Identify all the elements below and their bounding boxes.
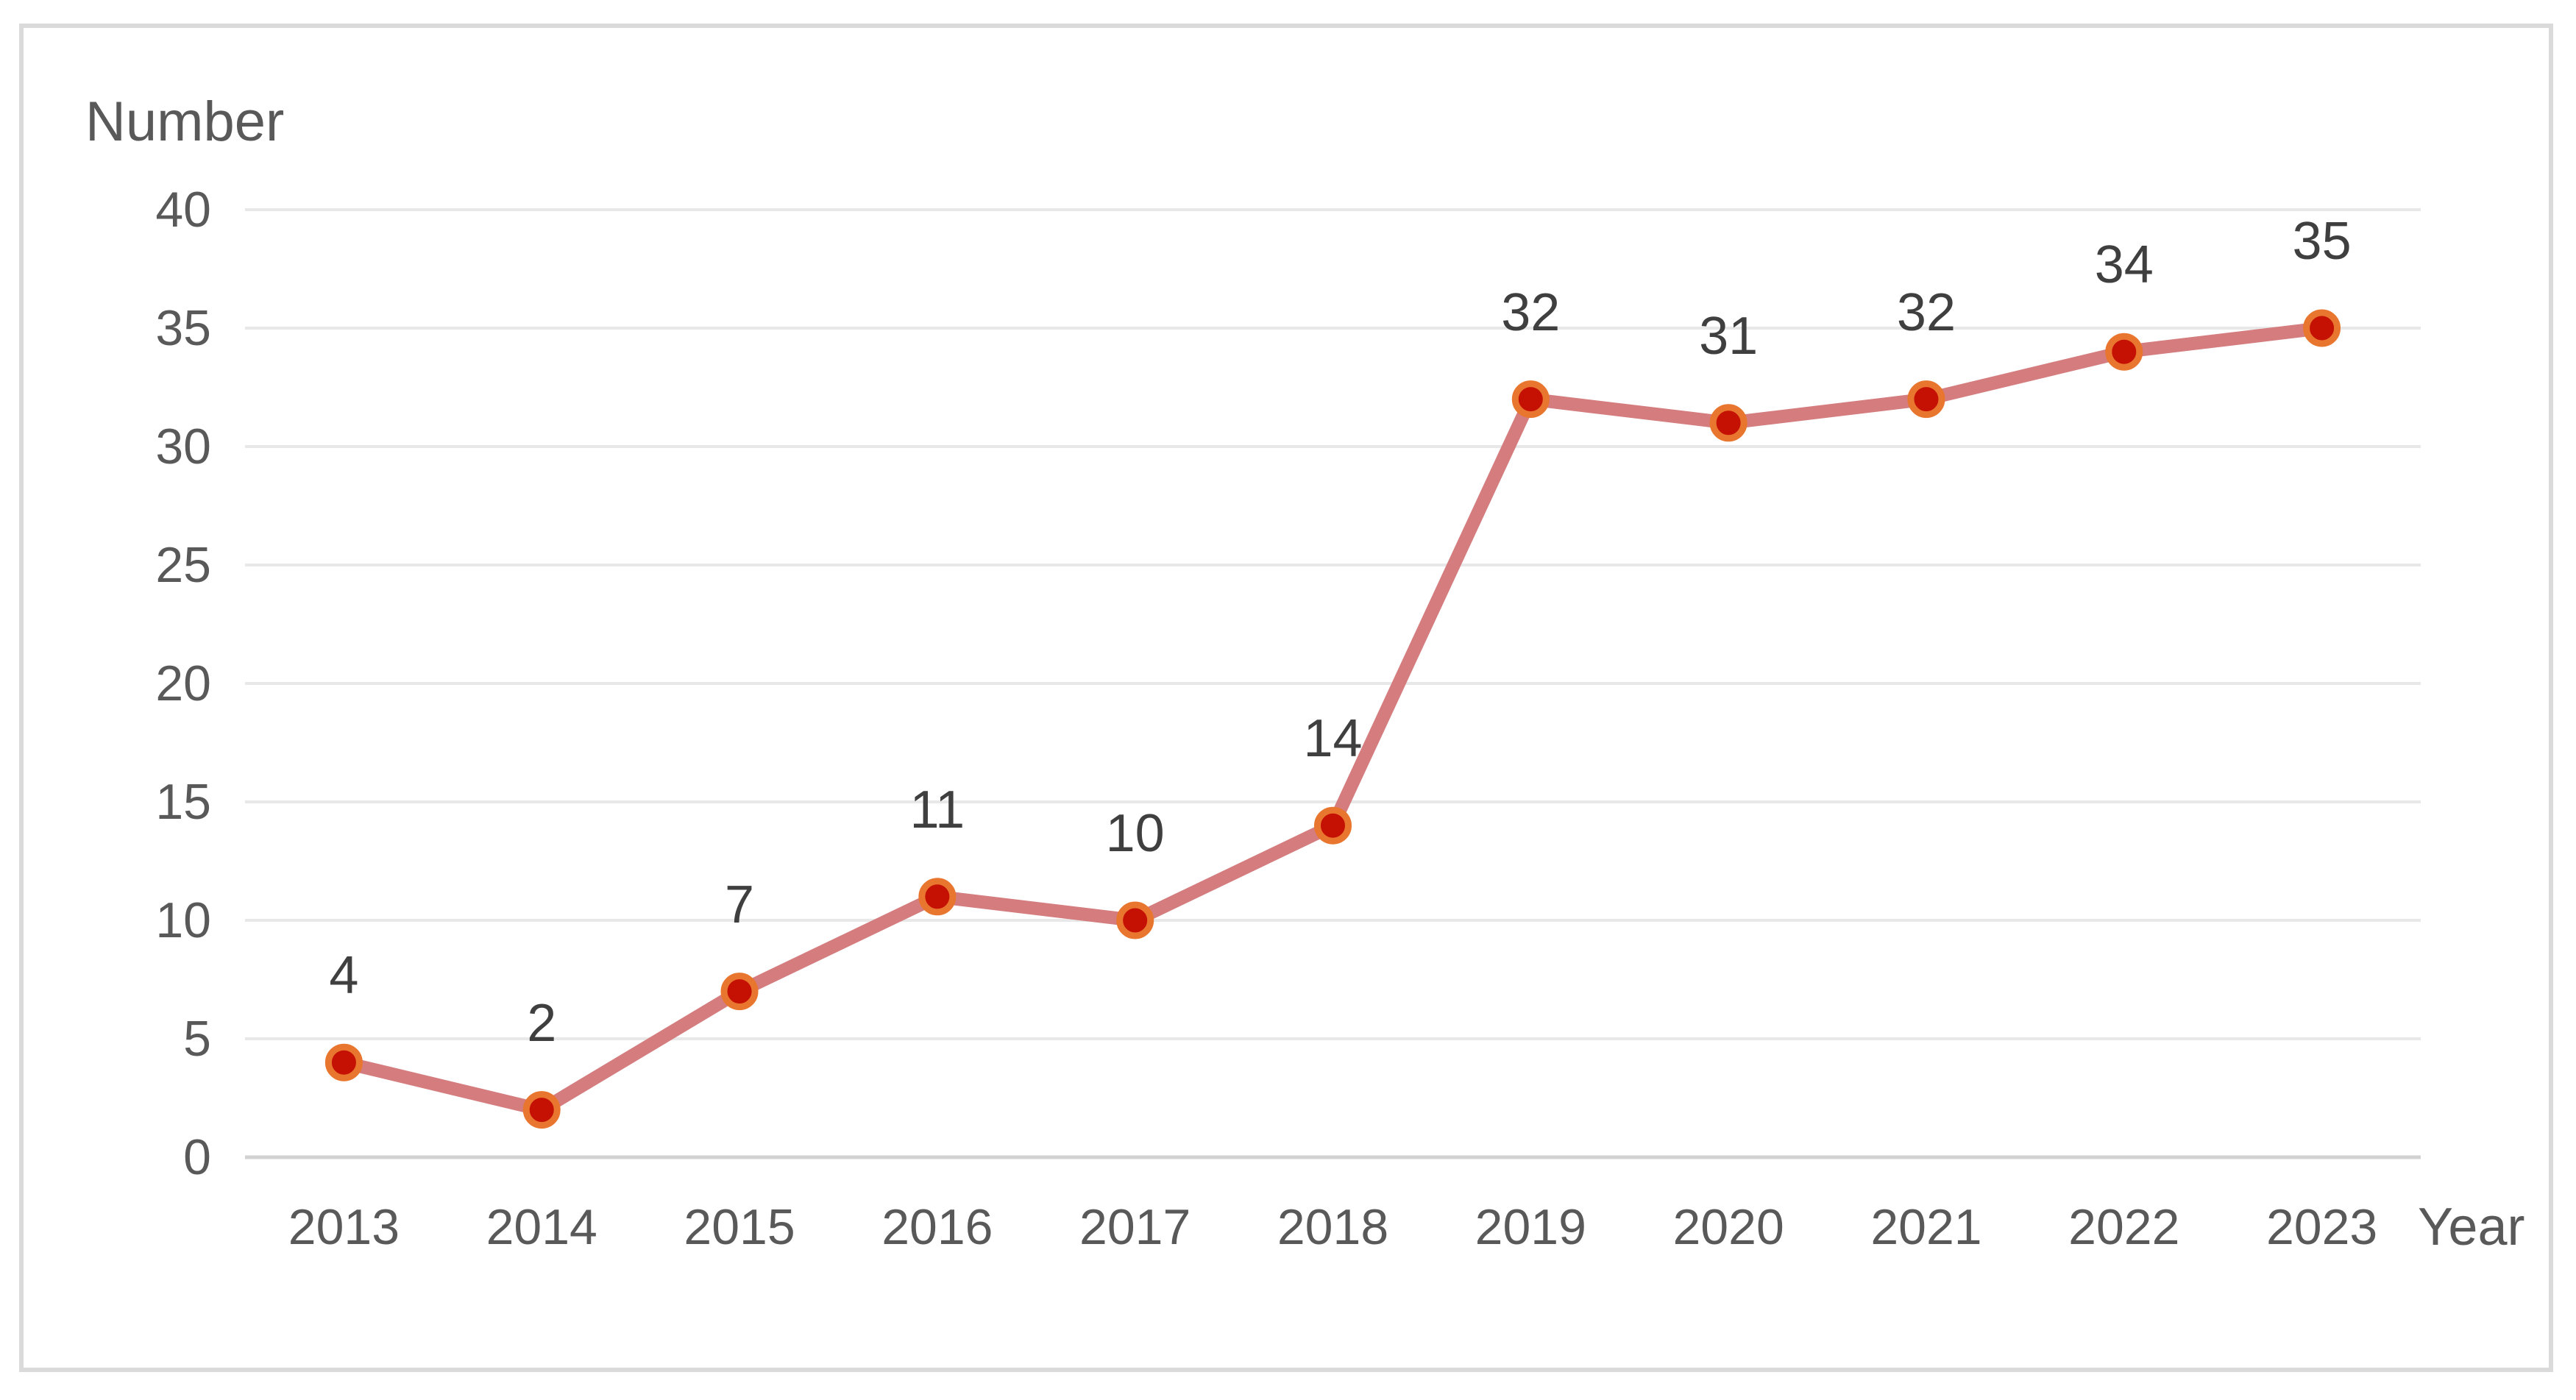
x-axis-title: Year xyxy=(2418,1198,2525,1257)
x-tick-label: 2013 xyxy=(288,1199,400,1255)
x-tick-label: 2016 xyxy=(881,1199,993,1255)
y-tick-label: 35 xyxy=(155,300,211,356)
data-point-marker xyxy=(1116,901,1154,939)
y-tick-label: 10 xyxy=(155,892,211,948)
x-tick-label: 2017 xyxy=(1079,1199,1191,1255)
data-point-marker xyxy=(1511,380,1550,419)
data-point-label: 14 xyxy=(1303,709,1363,769)
x-tick-label: 2021 xyxy=(1870,1199,1982,1255)
y-axis-title: Number xyxy=(85,90,285,153)
y-tick-label: 30 xyxy=(155,419,211,475)
y-tick-label: 20 xyxy=(155,655,211,711)
y-tick-label: 25 xyxy=(155,537,211,593)
data-point-label: 10 xyxy=(1105,804,1165,863)
data-point-marker xyxy=(1314,806,1352,845)
x-tick-label: 2022 xyxy=(2068,1199,2180,1255)
data-point-label: 31 xyxy=(1699,306,1759,366)
data-point-marker xyxy=(720,973,759,1011)
x-tick-label: 2014 xyxy=(486,1199,597,1255)
y-tick-label: 40 xyxy=(155,182,211,238)
data-point-marker xyxy=(2105,333,2143,371)
data-point-label: 7 xyxy=(725,875,755,934)
data-point-label: 34 xyxy=(2094,235,2154,295)
x-tick-label: 2023 xyxy=(2265,1199,2378,1255)
y-tick-label: 5 xyxy=(183,1011,211,1067)
data-point-marker xyxy=(522,1091,561,1129)
y-tick-label: 0 xyxy=(183,1129,211,1185)
data-point-label: 4 xyxy=(329,946,359,1006)
data-point-label: 11 xyxy=(909,780,965,839)
x-tick-label: 2020 xyxy=(1672,1199,1784,1255)
y-tick-label: 15 xyxy=(155,774,211,830)
data-point-label: 2 xyxy=(527,993,557,1053)
x-tick-label: 2015 xyxy=(684,1199,795,1255)
data-point-marker xyxy=(1907,380,1945,419)
chart-frame xyxy=(19,24,2553,1372)
data-point-marker xyxy=(324,1043,363,1081)
data-point-label: 35 xyxy=(2292,212,2352,271)
data-point-label: 32 xyxy=(1501,283,1561,342)
data-point-marker xyxy=(2303,309,2341,347)
x-tick-label: 2019 xyxy=(1475,1199,1586,1255)
data-point-marker xyxy=(918,878,957,916)
data-point-label: 32 xyxy=(1896,283,1956,342)
x-tick-label: 2018 xyxy=(1277,1199,1389,1255)
data-point-marker xyxy=(1709,404,1748,442)
